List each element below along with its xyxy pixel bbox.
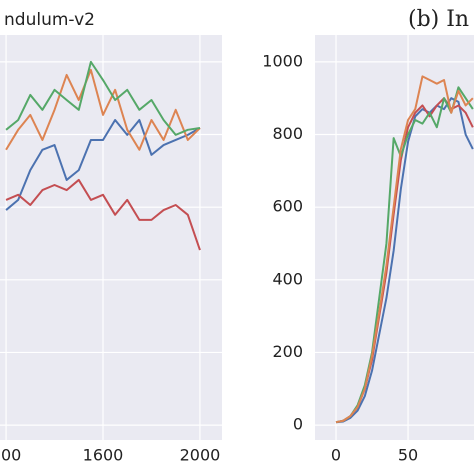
y-tick-label: 200	[272, 342, 303, 361]
line	[5, 60, 201, 136]
plot-area	[0, 35, 222, 440]
y-tick-label: 0	[293, 415, 303, 434]
x-tick-label: 0	[331, 446, 341, 465]
line	[5, 178, 201, 251]
x-tick-label: 200	[0, 446, 21, 465]
y-tick-label: 600	[272, 197, 303, 216]
line	[335, 97, 474, 424]
y-tick-label: 800	[272, 124, 303, 143]
x-tick-label: 50	[398, 446, 418, 465]
y-tick-label: 400	[272, 269, 303, 288]
y-tick-label: 1000	[262, 51, 303, 70]
chart-title: (b) In	[408, 7, 469, 32]
line	[335, 75, 474, 424]
chart-title: ndulum-v2	[4, 10, 95, 30]
line	[5, 118, 201, 211]
line	[5, 68, 201, 151]
x-tick-label: 1600	[83, 446, 124, 465]
x-tick-label: 2000	[180, 446, 221, 465]
